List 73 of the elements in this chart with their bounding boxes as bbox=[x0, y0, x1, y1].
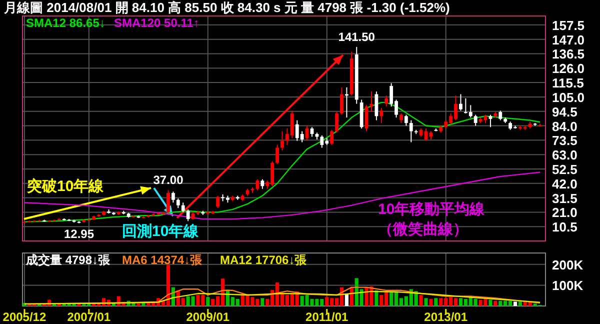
bar bbox=[429, 298, 433, 306]
y-tick-label: 31.5 bbox=[552, 190, 578, 206]
annotation: 突破10年線 bbox=[26, 177, 105, 195]
y-tick-label: 94.5 bbox=[552, 104, 578, 120]
candlestick bbox=[459, 94, 462, 112]
candlestick bbox=[216, 195, 220, 209]
series-label: MA6 14374↓張 bbox=[122, 253, 204, 267]
candlestick bbox=[380, 107, 384, 124]
y-tick-label: 100K bbox=[552, 278, 584, 294]
candlestick bbox=[172, 191, 175, 204]
bar bbox=[424, 298, 428, 306]
candlestick bbox=[330, 129, 334, 146]
candlestick bbox=[474, 114, 478, 126]
candlestick bbox=[409, 120, 413, 143]
annotation: （微笑曲線） bbox=[378, 221, 468, 238]
candlestick bbox=[166, 190, 170, 214]
y-tick-label: 126.0 bbox=[552, 61, 585, 76]
candlestick bbox=[276, 144, 280, 165]
line-series bbox=[24, 172, 541, 220]
bar bbox=[518, 302, 522, 306]
x-tick-label: 2011/01 bbox=[306, 310, 349, 324]
candlestick bbox=[260, 178, 264, 190]
bar bbox=[513, 302, 518, 306]
x-tick-label: 2007/01 bbox=[67, 310, 111, 324]
bar bbox=[374, 290, 378, 306]
y-tick-label: 10.5 bbox=[552, 220, 578, 235]
candlestick bbox=[280, 130, 284, 151]
bar bbox=[344, 294, 349, 306]
x-tick-label: 2005/12 bbox=[2, 310, 46, 324]
bar bbox=[206, 297, 210, 306]
candlestick bbox=[498, 110, 502, 121]
annotation: 10年移動平均線 bbox=[378, 201, 486, 218]
y-tick-label: 63.0 bbox=[552, 148, 578, 163]
text: MA12 17706↓張 bbox=[220, 253, 308, 267]
candlestick bbox=[181, 202, 185, 213]
candlestick bbox=[404, 114, 408, 126]
annotation: 141.50 bbox=[338, 30, 376, 44]
candlestick bbox=[340, 86, 344, 116]
y-tick-label: 52.5 bbox=[552, 162, 578, 177]
bar bbox=[434, 298, 438, 306]
candlestick bbox=[400, 112, 403, 124]
y-tick-label: 73.5 bbox=[552, 133, 578, 148]
annotation: 回測10年線 bbox=[122, 223, 200, 240]
candlestick bbox=[335, 112, 338, 134]
y-tick-label: 147.0 bbox=[552, 32, 585, 48]
bar bbox=[488, 300, 492, 306]
bar bbox=[494, 300, 498, 306]
annotation: 37.00 bbox=[153, 173, 184, 188]
text: SMA120 50.11↑ bbox=[114, 16, 200, 30]
candlestick bbox=[186, 208, 190, 222]
line-series bbox=[24, 290, 541, 305]
candlestick bbox=[176, 198, 180, 209]
y-tick-label: 157.5 bbox=[552, 18, 585, 33]
y-tick-label: 105.0 bbox=[552, 90, 585, 105]
bar bbox=[260, 298, 264, 306]
y-tick-label: 200K bbox=[552, 257, 584, 272]
x-tick-label: 2009/01 bbox=[186, 310, 230, 324]
text: SMA12 86.65↓ bbox=[26, 16, 106, 30]
y-tick-label: 21.0 bbox=[552, 205, 578, 220]
candlestick bbox=[488, 114, 492, 128]
y-tick-label: 42.0 bbox=[552, 176, 578, 192]
y-tick-label: 115.5 bbox=[552, 76, 584, 91]
y-tick-label: 84.0 bbox=[552, 118, 578, 134]
candlestick bbox=[256, 178, 260, 191]
candlestick bbox=[345, 86, 348, 118]
chart-title: 月線圖 2014/08/01 開 84.10 高 85.50 收 84.30 s 元 量 4798 張 -1.30 (-1.52%) bbox=[3, 0, 450, 15]
annotation: 12.95 bbox=[64, 227, 94, 242]
text: 成交量 4798↓張 bbox=[25, 253, 112, 267]
x-tick-label: 2013/01 bbox=[424, 310, 468, 324]
bar bbox=[419, 294, 423, 306]
bar bbox=[142, 302, 146, 306]
candlestick bbox=[384, 95, 388, 108]
y-tick-label: 136.5 bbox=[552, 46, 585, 62]
